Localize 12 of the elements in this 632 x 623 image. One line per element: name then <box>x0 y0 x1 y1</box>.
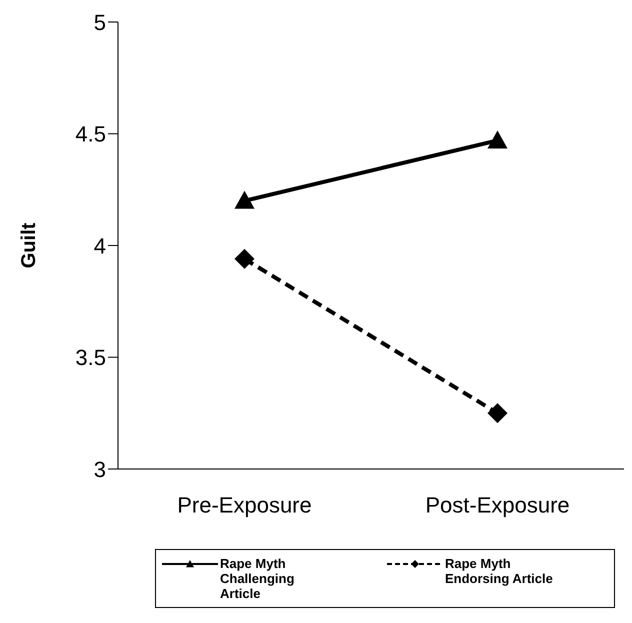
point <box>488 403 508 424</box>
y-tick-label: 3 <box>94 456 106 482</box>
x-tick-label: Post-Exposure <box>425 492 570 518</box>
y-tick-label: 5 <box>94 10 106 35</box>
legend-label: Rape Myth Endorsing Article <box>445 556 554 586</box>
y-tick-label: 3.5 <box>75 345 106 370</box>
legend-label: Rape Myth Challenging Article <box>220 556 296 601</box>
y-tick-label: 4 <box>94 233 106 258</box>
y-tick-label: 4.5 <box>75 122 106 147</box>
point <box>234 248 254 269</box>
x-tick-label: Pre-Exposure <box>177 492 312 518</box>
y-axis-title: Guilt <box>18 222 40 268</box>
